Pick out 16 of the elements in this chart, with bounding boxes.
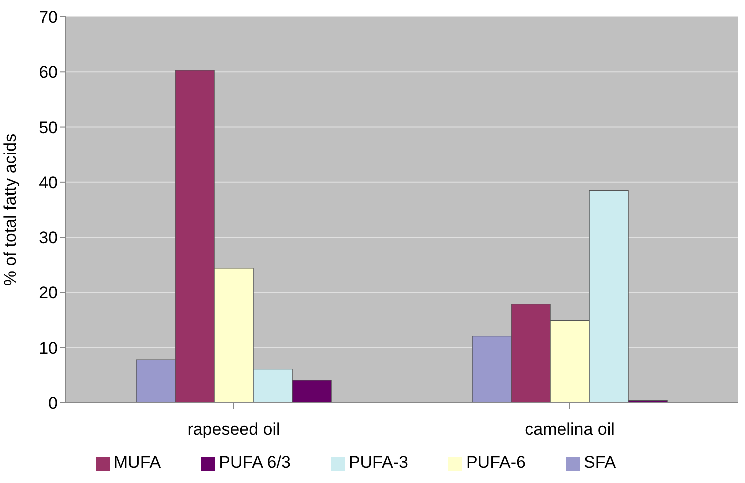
y-tick-label: 50 (39, 118, 58, 138)
y-tick-label: 30 (39, 228, 58, 248)
y-tick-label: 10 (39, 338, 58, 358)
y-tick-label: 70 (39, 8, 58, 28)
y-tick-label: 40 (39, 173, 58, 192)
y-axis-title: % of total fatty acids (1, 134, 20, 286)
legend-label: PUFA-3 (348, 453, 408, 472)
legend-label: PUFA-6 (466, 453, 526, 472)
x-tick-label: camelina oil (525, 420, 615, 440)
legend-label: PUFA 6/3 (219, 453, 291, 472)
legend-label: SFA (584, 453, 616, 472)
y-tick-label: 20 (39, 284, 58, 303)
legend-label: MUFA (114, 453, 162, 472)
y-tick-label: 60 (39, 63, 58, 82)
y-tick-label: 0 (48, 394, 58, 414)
x-tick-label: rapeseed oil (188, 420, 280, 440)
